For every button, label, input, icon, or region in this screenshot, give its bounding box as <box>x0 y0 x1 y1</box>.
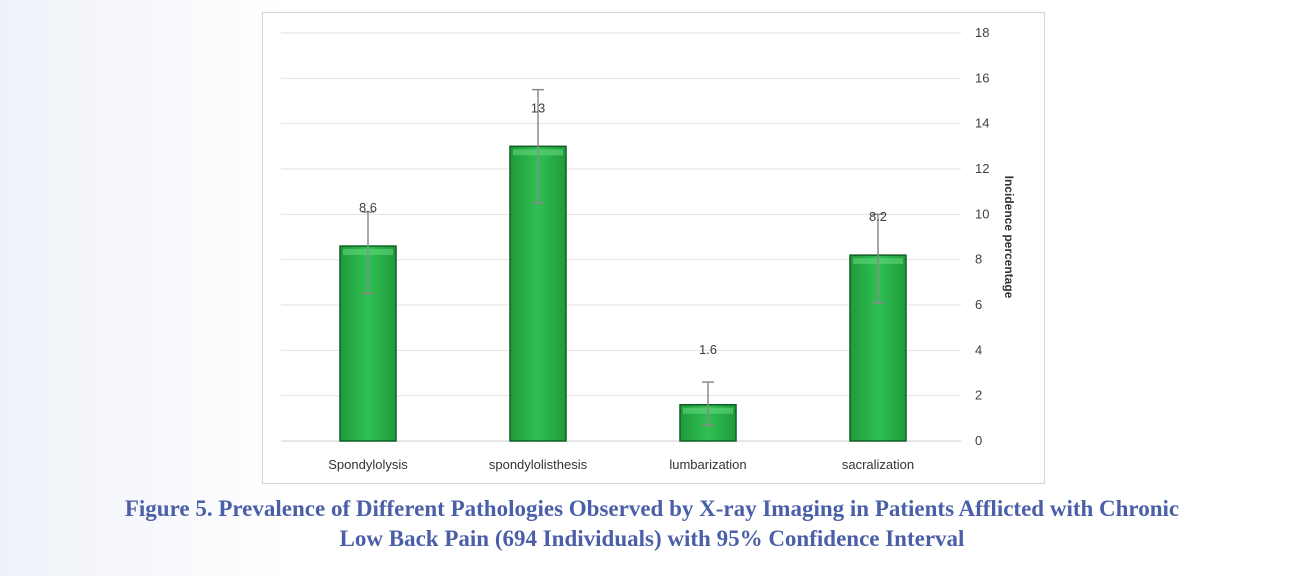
y-axis-ticks: 0 2 4 6 8 10 12 14 16 18 <box>975 25 989 448</box>
category-label: sacralization <box>842 457 914 472</box>
data-labels: 8.6 13 1.6 8.2 <box>359 100 887 357</box>
bars <box>339 145 907 442</box>
caption-line-1: Figure 5. Prevalence of Different Pathol… <box>124 496 1180 521</box>
y-tick-label: 18 <box>975 25 989 40</box>
error-bar <box>362 211 374 295</box>
error-bar <box>872 213 884 304</box>
category-label: lumbarization <box>669 457 746 472</box>
y-tick-label: 8 <box>975 252 982 267</box>
y-tick-label: 6 <box>975 297 982 312</box>
figure-caption: Figure 5. Prevalence of Different Pathol… <box>0 494 1304 554</box>
error-bar <box>702 381 714 426</box>
data-label: 1.6 <box>699 342 717 357</box>
chart-frame: 8.6 13 1.6 8.2 0 2 4 6 8 10 12 14 16 18 Spondylolysi… <box>262 12 1045 484</box>
error-bar <box>532 88 544 204</box>
data-label: 8.6 <box>359 200 377 215</box>
bar-chart: 8.6 13 1.6 8.2 0 2 4 6 8 10 12 14 16 18 Spondylolysi… <box>281 25 1016 472</box>
caption-line-2: Low Back Pain (694 Individuals) with 95%… <box>339 526 965 551</box>
category-label: spondylolisthesis <box>489 457 588 472</box>
y-tick-label: 14 <box>975 116 989 131</box>
data-label: 8.2 <box>869 209 887 224</box>
data-label: 13 <box>531 100 545 115</box>
y-tick-label: 16 <box>975 70 989 85</box>
error-bars <box>362 88 884 426</box>
y-tick-label: 12 <box>975 161 989 176</box>
category-label: Spondylolysis <box>328 457 408 472</box>
y-tick-label: 10 <box>975 206 989 221</box>
y-tick-label: 2 <box>975 388 982 403</box>
y-tick-label: 0 <box>975 433 982 448</box>
y-axis-title: Incidence percentage <box>1002 176 1016 299</box>
y-tick-label: 4 <box>975 342 982 357</box>
x-axis-categories: Spondylolysis spondylolisthesis lumbarizat… <box>328 457 914 472</box>
